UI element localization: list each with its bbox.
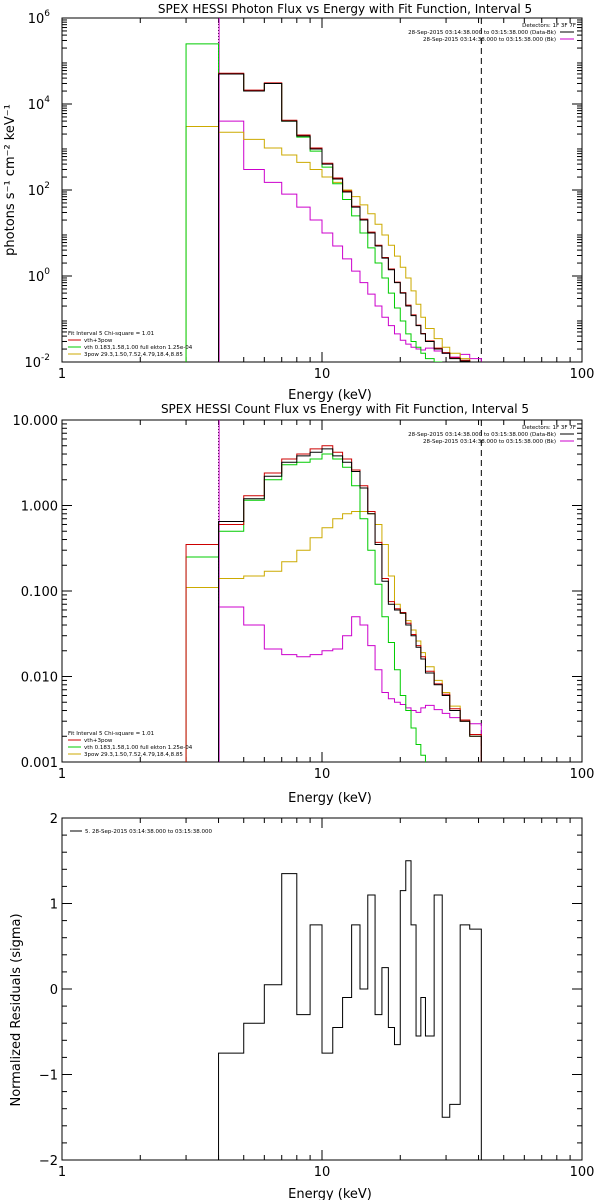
series-vth [185,453,426,762]
x-tick-label: 10 [314,767,331,782]
y-tick-label: 104 [28,95,51,113]
y-tick-label: 0.100 [21,585,58,600]
y-tick-label: 0.010 [21,671,58,686]
panel3-plot: 1 10 100 −2 −1 0 1 2 5. 28-Sep-2015 03:14:38.000… [39,812,595,1180]
series-data-bk [218,448,482,762]
legend-left-text: 3pow 29.3,1.50,7.52,4.79,18.4,8.85 [84,352,183,358]
y-tick-label: −1 [39,1069,58,1084]
x-tick-label: 10 [314,367,331,382]
legend-right-text: Detectors: 1F 3F 7F [522,425,576,431]
x-tick-label: 100 [570,767,595,782]
x-tick-label: 10 [314,1165,331,1180]
y-tick-label: 1.000 [21,500,58,515]
panel1-plot: 1 10 100 10-2 100 102 104 106 Detectors: 1F 3F 7… [24,9,594,382]
y-tick-label: 106 [28,9,51,27]
x-tick-label: 1 [58,767,66,782]
legend-right-text: Detectors: 1F 3F 7F [522,23,576,29]
residuals-panel: 1 10 100 −2 −1 0 1 2 5. 28-Sep-2015 03:14:38.000… [9,812,594,1200]
x-tick-label: 100 [570,1165,595,1180]
x-tick-label: 1 [58,1165,66,1180]
y-tick-label: 102 [28,181,50,199]
y-tick-label: −2 [39,1154,58,1169]
legend-right-text: 28-Sep-2015 03:14:38.000 to 03:15:38.000… [423,439,556,445]
series-bk [218,606,482,762]
series-layer [185,445,482,762]
x-tick-label: 100 [570,367,595,382]
legend-left-text: vth+3pow [84,738,113,744]
legend-left-text: Fit Interval 5 Chi-square = 1.01 [68,331,154,337]
legend-right-text: 28-Sep-2015 03:14:38.000 to 03:15:38.000… [408,30,556,36]
y-tick-label: 0.001 [21,756,58,771]
series-3pow [185,125,482,362]
panel1-title: SPEX HESSI Photon Flux vs Energy with Fi… [158,2,532,16]
series-layer [218,860,482,1160]
photon-flux-panel: SPEX HESSI Photon Flux vs Energy with Fi… [3,2,594,403]
panel3-xlabel: Energy (keV) [288,1187,372,1200]
x-tick-label: 1 [58,367,66,382]
legend-right-text: 28-Sep-2015 03:14:38.000 to 03:15:38.000… [408,432,556,438]
y-tick-label: 1 [50,898,58,913]
legend-right-text: 28-Sep-2015 03:14:38.000 to 03:15:38.000… [423,37,556,43]
y-tick-label: 2 [50,812,58,827]
y-tick-label: 0 [50,983,58,998]
legend-top-left-text: 5. 28-Sep-2015 03:14:38.000 to 03:15:38.… [85,829,212,835]
legend-left-text: vth+3pow [84,338,113,344]
series-data-bk [218,73,482,362]
legend-left-text: Fit Interval 5 Chi-square = 1.01 [68,731,154,737]
legend-left-text: vth 0.183,1.58,1.00 full ekton 1.25e-04 [84,345,193,351]
panel2-xlabel: Energy (keV) [288,791,372,806]
legend-left-text: 3pow 29.3,1.50,7.52,4.79,18.4,8.85 [84,752,183,758]
y-tick-label: 10-2 [24,353,50,371]
legend-left-text: vth 0.183,1.58,1.00 full ekton 1.25e-04 [84,745,193,751]
panel2-plot: 1 10 100 0.001 0.010 0.100 1.000 10.000 Detector… [13,414,595,782]
panel2-title: SPEX HESSI Count Flux vs Energy with Fit… [161,402,529,416]
series-layer [185,43,482,362]
series-5-28-sep-2015-03-14-38-000-to-03-15-38-000 [218,860,482,1160]
panel1-ylabel: photons s⁻¹ cm⁻² keV⁻¹ [3,104,18,256]
count-flux-panel: SPEX HESSI Count Flux vs Energy with Fit… [13,402,595,806]
panel3-ylabel: Normalized Residuals (sigma) [9,913,24,1106]
series-bk [218,120,482,362]
y-tick-label: 10.000 [13,414,59,429]
y-tick-label: 100 [28,267,51,285]
panel1-xlabel: Energy (keV) [288,388,372,403]
